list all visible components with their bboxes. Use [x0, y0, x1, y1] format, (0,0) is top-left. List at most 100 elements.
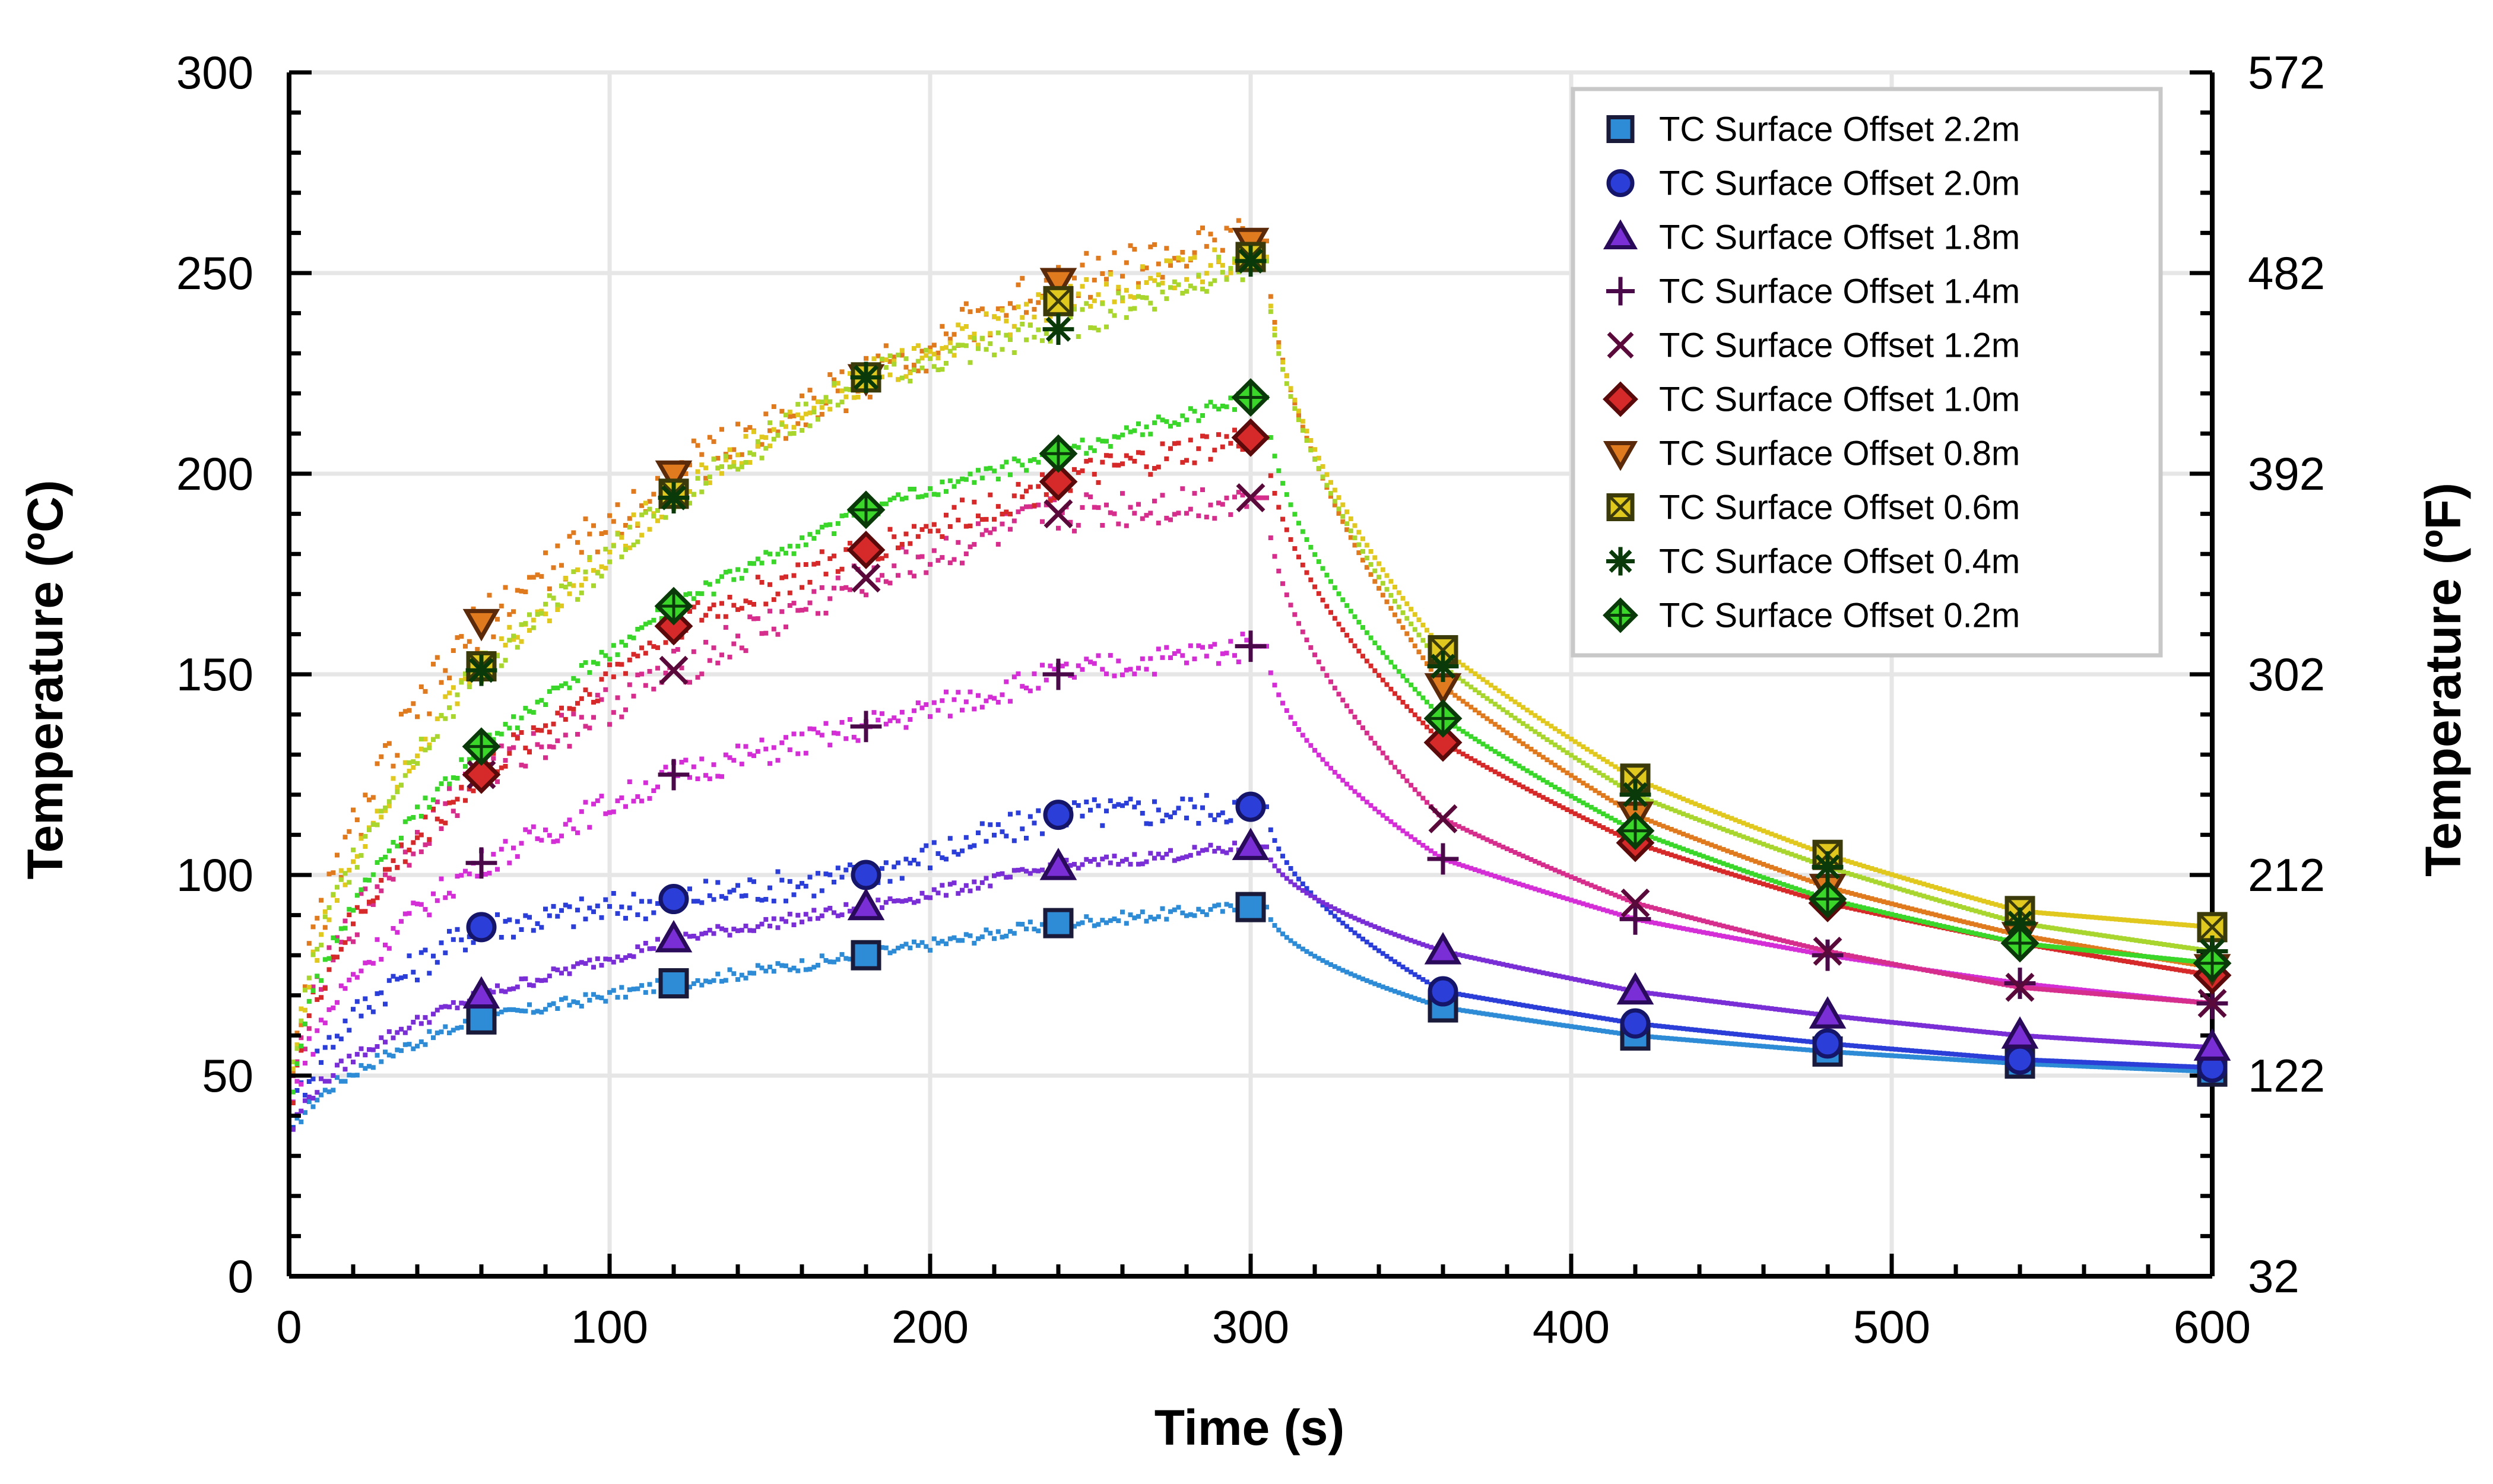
trace-point	[2073, 942, 2079, 947]
trace-point	[467, 639, 472, 644]
trace-point	[1673, 1036, 1678, 1042]
trace-point	[963, 699, 969, 705]
trace-point	[391, 763, 396, 769]
trace-point	[2142, 1066, 2147, 1071]
trace-point	[1232, 494, 1237, 500]
trace-point	[651, 788, 656, 793]
trace-point	[1913, 1048, 1918, 1054]
trace-point	[1460, 662, 1466, 668]
trace-point	[1080, 284, 1085, 289]
trace-point	[351, 908, 356, 913]
trace-point	[635, 521, 640, 527]
trace-point	[1156, 851, 1161, 857]
trace-point	[915, 554, 921, 560]
data-marker-triangle-up	[1424, 932, 1462, 965]
trace-point	[1673, 911, 1678, 917]
trace-point	[691, 981, 696, 987]
trace-point	[471, 940, 476, 945]
trace-point	[1492, 998, 1498, 1003]
trace-point	[743, 427, 748, 432]
trace-point	[535, 978, 540, 983]
trace-point	[915, 943, 921, 948]
trace-point	[1869, 910, 1874, 915]
trace-point	[1781, 887, 1786, 893]
trace-point	[1512, 880, 1518, 885]
trace-point	[719, 774, 724, 779]
trace-point	[503, 763, 508, 769]
trace-point	[979, 705, 985, 710]
trace-point	[687, 489, 692, 494]
trace-point	[310, 1104, 316, 1109]
trace-point	[691, 649, 696, 654]
trace-point	[1933, 1050, 1939, 1055]
trace-point	[1993, 927, 1999, 932]
trace-point	[1172, 420, 1177, 426]
trace-point	[1721, 827, 1726, 832]
trace-point	[2162, 1063, 2167, 1068]
trace-point	[1957, 892, 1962, 897]
trace-point	[595, 698, 600, 703]
trace-point	[555, 738, 560, 743]
trace-point	[2078, 1036, 2083, 1042]
trace-point	[1276, 692, 1282, 697]
trace-point	[1336, 908, 1341, 914]
trace-point	[499, 731, 504, 737]
trace-point	[1280, 581, 1285, 586]
trace-point	[1537, 1019, 1542, 1025]
trace-point	[1224, 434, 1229, 439]
trace-point	[354, 1073, 360, 1078]
trace-point	[2105, 916, 2111, 921]
trace-point	[1949, 1057, 1955, 1062]
trace-point	[1420, 795, 1426, 801]
trace-point	[383, 743, 388, 748]
trace-point	[1200, 909, 1205, 914]
trace-point	[1789, 1037, 1794, 1042]
trace-point	[984, 528, 989, 533]
trace-point	[2190, 946, 2195, 951]
trace-point	[455, 692, 460, 697]
trace-point	[1027, 688, 1033, 693]
trace-point	[2089, 991, 2095, 996]
trace-point	[627, 635, 632, 639]
trace-point	[319, 978, 323, 983]
trace-point	[2149, 1067, 2155, 1072]
trace-point	[551, 1001, 556, 1006]
trace-point	[1508, 963, 1514, 969]
data-marker-circle	[1043, 800, 1074, 830]
trace-point	[811, 908, 817, 913]
trace-point	[1953, 1057, 1958, 1063]
trace-point	[1152, 278, 1157, 283]
trace-point	[451, 937, 456, 942]
trace-point	[1521, 721, 1525, 726]
trace-point	[1593, 1014, 1598, 1020]
trace-point	[695, 443, 700, 448]
trace-point	[1224, 495, 1229, 500]
trace-point	[695, 899, 700, 904]
trace-point	[431, 1035, 436, 1041]
data-marker-circle	[1428, 976, 1458, 1007]
trace-point	[2137, 1041, 2143, 1046]
trace-point	[1376, 925, 1381, 931]
trace-point	[451, 1000, 456, 1005]
trace-point	[299, 1044, 304, 1049]
trace-point	[579, 696, 584, 701]
trace-point	[1753, 1004, 1758, 1009]
trace-point	[1380, 927, 1385, 933]
trace-point	[1993, 1060, 1999, 1065]
trace-point	[2045, 944, 2051, 949]
trace-point	[1492, 769, 1498, 775]
data-marker-plus	[1042, 658, 1074, 690]
axes: 0 100 200 300 400 500 600050100150200250300321…	[176, 46, 2325, 1353]
trace-point	[1485, 958, 1490, 963]
trace-point	[735, 928, 740, 933]
trace-point	[1713, 999, 1718, 1004]
trace-point	[2061, 985, 2067, 991]
trace-point	[491, 852, 496, 857]
data-marker-triangle-up	[847, 887, 885, 921]
trace-point	[335, 1033, 340, 1039]
trace-point	[687, 680, 692, 685]
trace-point	[1897, 874, 1902, 880]
trace-point	[579, 582, 584, 588]
trace-point	[771, 559, 776, 565]
trace-point	[1296, 621, 1301, 626]
